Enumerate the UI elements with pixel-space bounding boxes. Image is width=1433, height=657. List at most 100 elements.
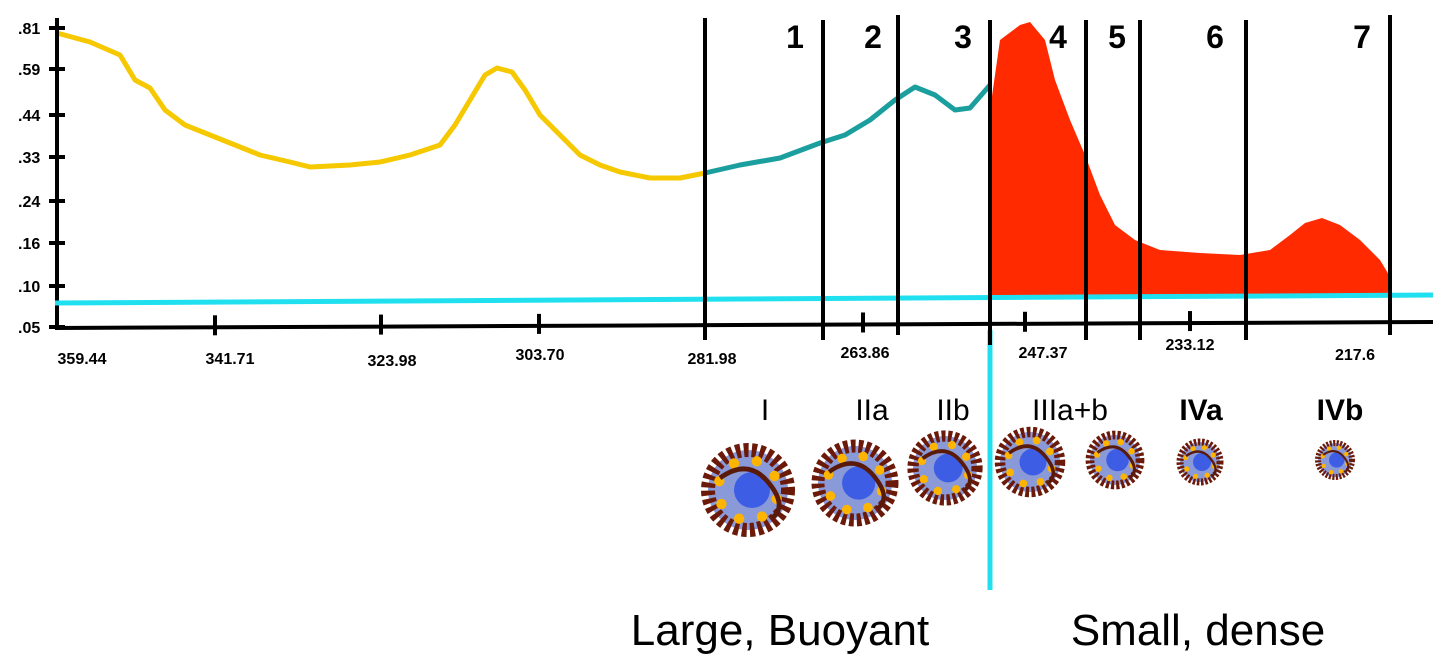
particle-strand	[1096, 445, 1136, 479]
particle-dot	[756, 511, 768, 522]
particle-dot	[952, 485, 961, 494]
lipoprotein-particle	[1315, 440, 1355, 480]
particle-strand	[718, 466, 782, 520]
particle-dot	[933, 486, 943, 496]
band-number: 3	[954, 19, 972, 55]
particle-core	[1193, 453, 1211, 471]
particle-dot	[728, 458, 740, 469]
baseline	[54, 292, 1433, 306]
x-tick-label: 303.70	[516, 347, 565, 364]
band-number: 4	[1049, 19, 1067, 55]
particle-dot	[1336, 445, 1341, 451]
particle-dot	[841, 504, 852, 515]
particle-dot	[919, 475, 928, 484]
x-tick-label: 263.86	[841, 345, 890, 362]
particle-strand	[1007, 444, 1056, 485]
y-tick-label: .59	[18, 62, 40, 79]
particle-strand	[827, 461, 886, 511]
particle-dot	[1326, 446, 1332, 451]
particle-dot	[1046, 447, 1054, 456]
particle-dot	[1006, 468, 1014, 477]
particle-dot	[825, 491, 836, 501]
band-number: 5	[1108, 19, 1126, 55]
subclass-label: IIa	[855, 394, 889, 427]
particle-dot	[1095, 465, 1102, 472]
caption: Small, dense	[1071, 606, 1325, 655]
x-tick-label: 323.98	[368, 353, 417, 370]
particle-dot	[751, 456, 763, 467]
particle-dot	[1128, 448, 1135, 455]
particle-dot	[858, 451, 869, 462]
particle-dot	[1106, 474, 1113, 482]
particle-dot	[1338, 469, 1344, 474]
labels: .81 .59 .44 .33 .24 .16 .10 .05 359.44 341.71 323.…	[18, 15, 1392, 655]
particle-strand	[921, 449, 972, 492]
particle-dot	[1321, 463, 1326, 469]
particle-core	[842, 466, 876, 500]
particle-core	[734, 472, 770, 508]
particle-dot	[769, 470, 780, 482]
x-axis	[54, 320, 1433, 330]
lipoprotein-particle	[701, 443, 795, 537]
lipoprotein-particle	[1176, 438, 1224, 486]
particle-dot	[1210, 452, 1216, 458]
lipoprotein-particle	[994, 426, 1066, 498]
particle-dot	[1103, 440, 1110, 447]
particle-dot	[1329, 469, 1334, 475]
subclass-label: I	[761, 394, 769, 427]
subclass-label: IIIa+b	[1032, 394, 1108, 427]
lipoprotein-particle	[1085, 430, 1145, 490]
x-tick-label: 281.98	[688, 351, 737, 368]
y-tick-label: .81	[18, 21, 40, 38]
particle-dot	[716, 498, 727, 510]
lipoprotein-particle	[811, 439, 899, 527]
particle-dot	[733, 513, 745, 524]
subclass-label: IIb	[936, 394, 969, 427]
buoyant-curve	[56, 30, 706, 181]
caption: Large, Buoyant	[631, 606, 929, 655]
x-tick-label: 233.12	[1166, 337, 1215, 354]
x-tick-label: 359.44	[58, 351, 107, 368]
particle-dot	[1190, 446, 1196, 452]
particle-dot	[1120, 473, 1127, 480]
subclass-label: IVb	[1317, 394, 1364, 427]
particle-dot	[962, 452, 971, 461]
particle-dot	[1019, 479, 1028, 488]
band-number: 2	[864, 19, 882, 55]
lipoprotein-particle	[907, 430, 983, 506]
particle-dot	[1032, 436, 1041, 445]
x-tick-label: 341.71	[206, 351, 255, 368]
particle-core	[1019, 448, 1047, 476]
y-tick-label: .24	[18, 194, 40, 211]
particle-dot	[929, 442, 938, 451]
subclass-label: IVa	[1179, 394, 1223, 427]
y-tick-label: .10	[18, 279, 40, 296]
particle-core	[1329, 452, 1345, 468]
particle-strand	[1322, 450, 1350, 473]
particle-core	[933, 453, 963, 483]
y-tick-label: .16	[18, 236, 40, 253]
y-tick-label: .33	[18, 150, 40, 167]
y-tick-label: .05	[18, 320, 40, 337]
particle-dot	[1204, 472, 1210, 478]
particle-core	[1106, 448, 1129, 472]
particle-dot	[1117, 438, 1124, 446]
x-tick-label: 247.37	[1019, 345, 1068, 362]
particle-strand	[1185, 450, 1217, 477]
intermediate-curve	[704, 83, 992, 176]
particle-dot	[1036, 478, 1045, 486]
y-tick-label: .44	[18, 108, 40, 125]
dense-peak-area	[990, 22, 1392, 295]
particle-dot	[1201, 445, 1208, 451]
particle-dot	[874, 465, 885, 475]
particle-dot	[837, 453, 847, 464]
particle-dot	[1192, 473, 1199, 479]
x-tick-label: 217.6	[1335, 347, 1375, 364]
particle-dot	[947, 440, 957, 450]
particle-dot	[1184, 466, 1190, 472]
band-number: 6	[1206, 19, 1224, 55]
particle-dot	[1344, 451, 1349, 457]
particle-dot	[863, 502, 873, 513]
band-number: 1	[786, 19, 804, 55]
